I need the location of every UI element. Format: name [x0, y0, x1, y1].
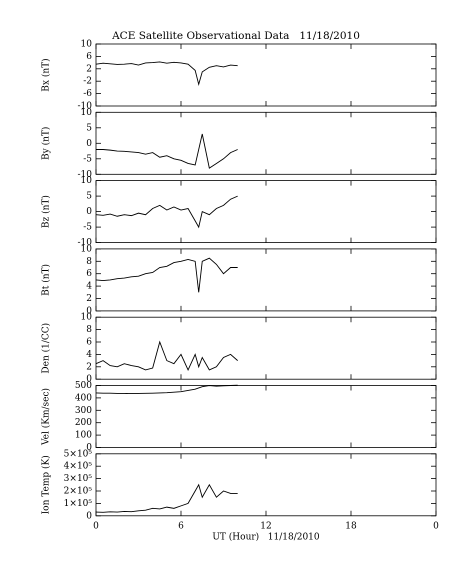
plot-frame	[95, 248, 437, 312]
x-tick-label: 12	[260, 521, 271, 531]
y-tick-label: 5	[86, 192, 92, 202]
y-tick-label: 0	[86, 139, 92, 149]
y-tick-label: 10	[81, 108, 93, 118]
y-tick-label: 2×10⁵	[64, 487, 93, 497]
y-tick-label: 2	[86, 362, 92, 372]
y-tick-label: 500	[75, 381, 92, 391]
y-tick-label: 1×10⁵	[64, 499, 93, 509]
y-tick-label: -6	[83, 89, 92, 99]
y-tick-label: -2	[83, 77, 92, 87]
y-tick-label: 8	[86, 257, 92, 267]
y-tick-label: 0	[86, 443, 92, 453]
plot-frame	[95, 180, 437, 244]
x-axis-label: UT (Hour) 11/18/2010	[212, 531, 320, 542]
y-axis-label: Bt (nT)	[41, 264, 52, 296]
chart-title: ACE Satellite Observational Data 11/18/2…	[111, 30, 360, 42]
y-axis-label: By (nT)	[41, 127, 52, 160]
data-line	[95, 61, 238, 87]
y-tick-label: -10	[78, 170, 93, 180]
y-tick-label: -5	[83, 154, 92, 164]
data-line	[95, 483, 238, 513]
y-tick-label: -10	[78, 238, 93, 248]
y-tick-label: 0	[86, 511, 92, 521]
y-tick-label: 100	[75, 431, 92, 441]
plot-frame	[95, 111, 437, 175]
y-tick-label: 0	[86, 375, 92, 385]
y-tick-label: 0	[86, 306, 92, 316]
data-line	[96, 133, 238, 169]
y-tick-label: 300	[75, 406, 92, 416]
y-tick-label: 400	[75, 393, 92, 403]
plot-frame	[95, 43, 437, 107]
y-axis-label: Bz (nT)	[41, 195, 52, 228]
data-line	[95, 384, 238, 395]
y-tick-label: 4×10⁵	[64, 462, 93, 472]
y-tick-label: 2	[86, 294, 92, 304]
y-tick-label: 200	[75, 418, 92, 428]
y-tick-label: 4	[86, 350, 92, 360]
y-tick-label: 10	[81, 40, 93, 50]
y-tick-label: 2	[86, 64, 92, 74]
y-tick-label: 3×10⁵	[64, 474, 93, 484]
y-tick-label: 10	[81, 244, 93, 254]
x-tick-label: 0	[433, 521, 439, 531]
y-tick-label: -10	[78, 102, 93, 112]
y-tick-label: 4	[86, 282, 92, 292]
y-tick-label: -5	[83, 223, 92, 233]
y-tick-label: 10	[81, 176, 93, 186]
x-tick-label: 18	[345, 521, 357, 531]
y-tick-label: 5×10⁵	[64, 449, 93, 459]
y-axis-label: Bx (nT)	[41, 58, 52, 91]
data-line	[95, 257, 238, 293]
y-tick-label: 0	[86, 207, 92, 217]
y-tick-label: 10	[81, 313, 93, 323]
data-line	[95, 195, 238, 229]
y-tick-label: 5	[86, 123, 92, 133]
x-tick-label: 6	[178, 521, 184, 531]
x-tick-label: 0	[93, 521, 99, 531]
y-tick-label: 6	[86, 338, 92, 348]
y-tick-label: 6	[86, 269, 92, 279]
y-tick-label: 8	[86, 325, 92, 335]
data-line	[95, 340, 238, 371]
y-tick-label: 6	[86, 52, 92, 62]
y-axis-label: Ion Temp (K)	[41, 455, 52, 514]
y-axis-label: Vel (Km/sec)	[41, 388, 52, 446]
plot-frame	[95, 385, 437, 448]
y-axis-label: Den (1/CC)	[41, 323, 52, 374]
plot-frame	[95, 453, 437, 517]
